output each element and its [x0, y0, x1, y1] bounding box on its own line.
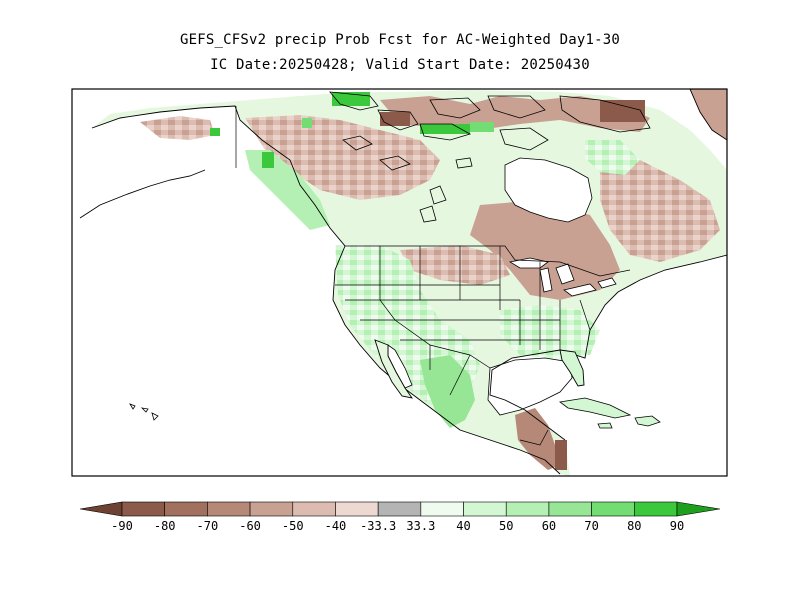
map-frame — [71, 88, 728, 477]
colorbar-box — [164, 501, 208, 517]
strong-below-spot-1 — [600, 100, 645, 122]
colorbar-tick-label: 80 — [627, 519, 641, 533]
colorbar-box — [420, 501, 464, 517]
colorbar-arrow-left — [79, 501, 123, 517]
colorbar-tick-label: -90 — [111, 519, 133, 533]
baja-california — [374, 339, 414, 399]
colorbar-box — [505, 501, 550, 517]
colorbar-box — [634, 501, 678, 517]
above-normal-zone-labrador — [585, 140, 640, 175]
greenland-edge — [689, 89, 727, 141]
colorbar-arrow-right — [676, 501, 721, 517]
colorbar-box — [591, 501, 635, 517]
strong-below-spot-2 — [380, 112, 410, 126]
hispaniola — [634, 415, 661, 427]
hudson-bay — [504, 157, 593, 223]
below-normal-zone-canada — [245, 115, 440, 200]
colorbar-box — [207, 501, 251, 517]
strong-above-spot-6 — [470, 122, 494, 132]
colorbar-box — [292, 501, 336, 517]
map-subtitle: IC Date:20250428; Valid Start Date: 2025… — [210, 57, 590, 73]
colorbar-tick-label: -33.3 — [360, 519, 396, 533]
above-normal-zone-southeast — [500, 305, 600, 360]
arctic-islands — [329, 91, 651, 151]
below-normal-zone-greatlakes — [470, 200, 620, 300]
colorbar-box — [377, 501, 422, 517]
hawaii-islands — [129, 403, 159, 421]
colorbar-tick-label: -80 — [154, 519, 176, 533]
strong-above-spot-1 — [332, 92, 370, 106]
colorbar-tick-label: 90 — [670, 519, 684, 533]
colorbar-tick-label: 50 — [499, 519, 513, 533]
canadian-lakes — [342, 135, 473, 223]
strong-above-spot-3 — [262, 152, 274, 168]
cuba — [559, 397, 632, 419]
below-normal-zone-centralamerica — [515, 408, 560, 470]
florida — [559, 349, 585, 387]
colorbar-tick-label: 33.3 — [406, 519, 435, 533]
colorbar-box — [121, 501, 165, 517]
strong-above-spot-4 — [210, 128, 220, 136]
strong-above-spot-2 — [420, 124, 470, 134]
colorbar-tick-label: -40 — [325, 519, 347, 533]
colorbar-tick-label: -70 — [197, 519, 219, 533]
colorbar-tick-label: 70 — [584, 519, 598, 533]
gulf-of-mexico — [487, 357, 573, 416]
below-normal-zone-alaska-north — [140, 116, 215, 140]
colorbar-box — [335, 501, 379, 517]
aleutian-islands — [79, 169, 206, 219]
colorbar-box — [463, 501, 507, 517]
below-normal-zone-quebec — [600, 160, 720, 262]
political-boundaries — [235, 106, 631, 446]
colorbar-tick-label: 40 — [456, 519, 470, 533]
strong-above-spot-5 — [302, 118, 312, 128]
below-normal-zone-plains — [400, 245, 510, 285]
strong-below-spot-3 — [555, 440, 567, 470]
colorbar-tick-label: -50 — [282, 519, 304, 533]
colorbar-box — [548, 501, 592, 517]
above-normal-zone-yukon — [245, 150, 330, 230]
colorbar-tick-label: 60 — [542, 519, 556, 533]
colorbar-tick-label: -60 — [239, 519, 261, 533]
map-title: GEFS_CFSv2 precip Prob Fcst for AC-Weigh… — [179, 32, 621, 48]
colorbar-box — [249, 501, 294, 517]
jamaica — [597, 422, 613, 429]
map-field — [72, 89, 727, 476]
